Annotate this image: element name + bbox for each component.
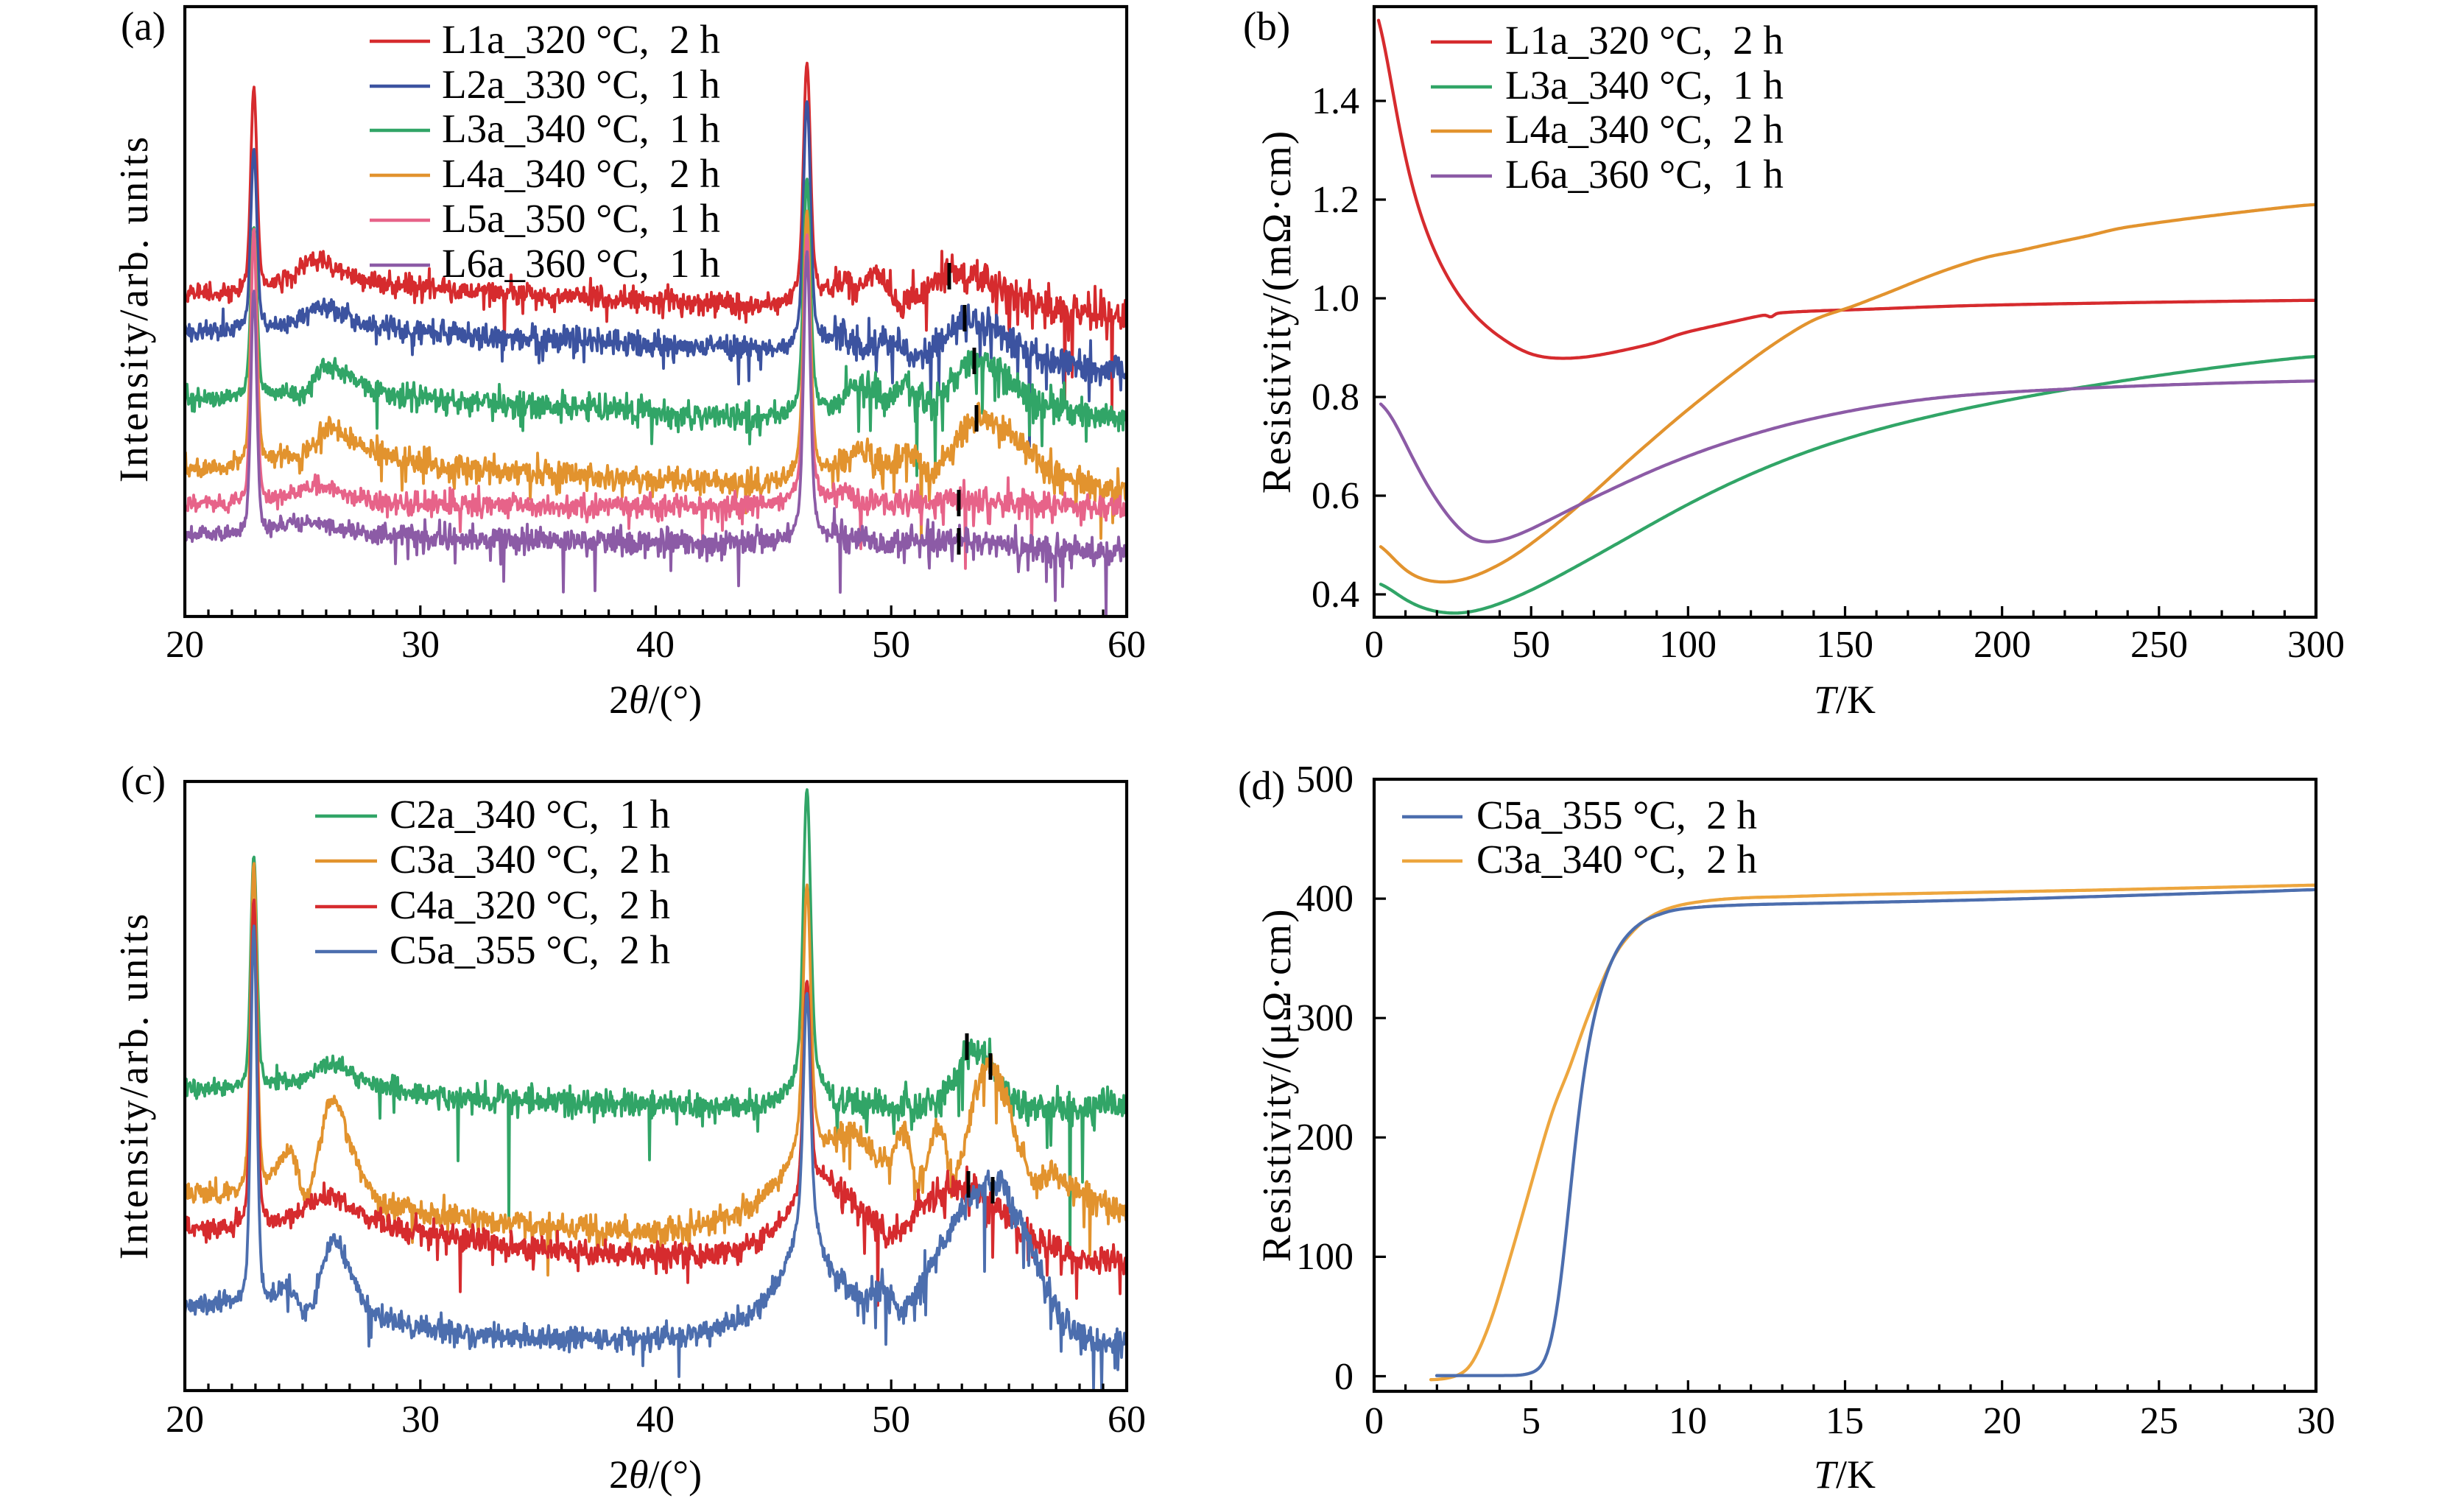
- svg-text:200: 200: [1296, 1117, 1354, 1159]
- svg-text:(b): (b): [1243, 4, 1290, 49]
- svg-text:0: 0: [1365, 624, 1384, 666]
- svg-text:1.0: 1.0: [1312, 278, 1359, 320]
- svg-text:30: 30: [401, 1399, 440, 1441]
- svg-text:L6a_360 °C, 1 h: L6a_360 °C, 1 h: [442, 241, 720, 286]
- svg-text:Resistivity/(μΩ·cm): Resistivity/(μΩ·cm): [1254, 907, 1299, 1262]
- svg-text:60: 60: [1108, 1399, 1146, 1441]
- svg-text:T/K: T/K: [1814, 678, 1876, 722]
- svg-text:C5a_355 °C, 2 h: C5a_355 °C, 2 h: [1476, 793, 1757, 837]
- svg-text:15: 15: [1826, 1400, 1864, 1442]
- svg-text:100: 100: [1296, 1236, 1354, 1278]
- svg-text:L4a_340 °C, 2 h: L4a_340 °C, 2 h: [1505, 107, 1784, 152]
- svg-text:L6a_360 °C, 1 h: L6a_360 °C, 1 h: [1505, 152, 1784, 197]
- svg-text:C3a_340 °C, 2 h: C3a_340 °C, 2 h: [1476, 837, 1757, 882]
- svg-text:40: 40: [636, 1399, 675, 1441]
- svg-text:0.4: 0.4: [1312, 574, 1359, 616]
- svg-text:C4a_320 °C, 2 h: C4a_320 °C, 2 h: [390, 882, 670, 927]
- svg-text:(a): (a): [121, 4, 166, 49]
- svg-text:300: 300: [2287, 624, 2345, 666]
- svg-text:2θ/(°): 2θ/(°): [609, 1452, 702, 1497]
- svg-text:L2a_330 °C, 1 h: L2a_330 °C, 1 h: [442, 62, 720, 107]
- svg-text:L1a_320 °C, 2 h: L1a_320 °C, 2 h: [442, 17, 720, 62]
- svg-text:500: 500: [1296, 759, 1354, 801]
- svg-text:C3a_340 °C, 2 h: C3a_340 °C, 2 h: [390, 837, 670, 882]
- svg-text:Intensity/arb. units: Intensity/arb. units: [111, 912, 156, 1259]
- svg-text:C5a_355 °C, 2 h: C5a_355 °C, 2 h: [390, 927, 670, 972]
- svg-text:25: 25: [2140, 1400, 2178, 1442]
- svg-text:L5a_350 °C, 1 h: L5a_350 °C, 1 h: [442, 196, 720, 241]
- svg-text:30: 30: [2297, 1400, 2335, 1442]
- svg-text:Intensity/arb. units: Intensity/arb. units: [111, 135, 156, 482]
- svg-text:300: 300: [1296, 997, 1354, 1039]
- svg-text:200: 200: [1974, 624, 2031, 666]
- svg-text:1.4: 1.4: [1312, 80, 1359, 122]
- svg-text:C2a_340 °C, 1 h: C2a_340 °C, 1 h: [390, 792, 670, 837]
- svg-text:50: 50: [872, 624, 910, 666]
- svg-text:L3a_340 °C, 1 h: L3a_340 °C, 1 h: [442, 106, 720, 151]
- svg-text:20: 20: [166, 1399, 204, 1441]
- svg-text:(d): (d): [1238, 763, 1285, 808]
- svg-text:20: 20: [166, 624, 204, 666]
- svg-text:1.2: 1.2: [1312, 179, 1359, 221]
- svg-text:40: 40: [636, 624, 675, 666]
- svg-text:50: 50: [1512, 624, 1550, 666]
- svg-text:0: 0: [1334, 1356, 1354, 1398]
- svg-text:L1a_320 °C, 2 h: L1a_320 °C, 2 h: [1505, 18, 1784, 63]
- svg-text:0: 0: [1365, 1400, 1384, 1442]
- svg-text:20: 20: [1983, 1400, 2021, 1442]
- svg-text:0.8: 0.8: [1312, 376, 1359, 418]
- svg-text:10: 10: [1669, 1400, 1707, 1442]
- svg-text:5: 5: [1521, 1400, 1541, 1442]
- svg-text:50: 50: [872, 1399, 910, 1441]
- svg-text:30: 30: [401, 624, 440, 666]
- svg-text:T/K: T/K: [1814, 1452, 1876, 1497]
- svg-text:Resistivity/(mΩ·cm): Resistivity/(mΩ·cm): [1254, 130, 1299, 493]
- svg-text:2θ/(°): 2θ/(°): [609, 678, 702, 722]
- svg-text:L3a_340 °C, 1 h: L3a_340 °C, 1 h: [1505, 63, 1784, 108]
- svg-text:(c): (c): [121, 758, 166, 803]
- svg-text:250: 250: [2130, 624, 2188, 666]
- svg-text:100: 100: [1659, 624, 1717, 666]
- svg-text:150: 150: [1816, 624, 1873, 666]
- svg-text:60: 60: [1108, 624, 1146, 666]
- svg-text:400: 400: [1296, 878, 1354, 920]
- svg-text:0.6: 0.6: [1312, 475, 1359, 517]
- svg-text:L4a_340 °C, 2 h: L4a_340 °C, 2 h: [442, 151, 720, 196]
